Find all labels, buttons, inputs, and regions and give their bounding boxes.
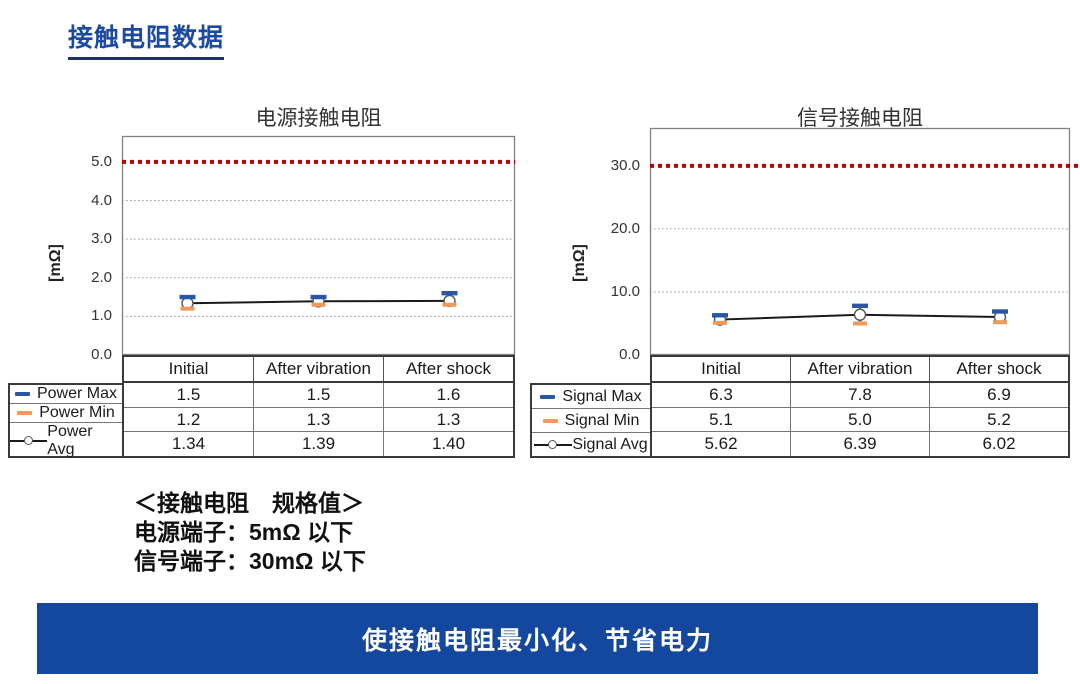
signal-max-marker — [992, 309, 1008, 314]
signal-category-header-row: Initial After vibration After shock — [650, 355, 1070, 383]
value-cell: 5.2 — [929, 407, 1068, 432]
spec-block: ＜接触电阻 规格值＞ 电源端子：5mΩ 以下 信号端子：30mΩ 以下 — [134, 489, 366, 576]
spec-signal-limit: 信号端子：30mΩ 以下 — [134, 548, 366, 574]
signal-min-marker — [713, 320, 727, 325]
signal-max-marker — [852, 303, 868, 309]
bottom-banner: 使接触电阻最小化、节省电力 — [37, 603, 1038, 674]
value-cell: 1.5 — [176, 384, 201, 404]
signal-legend-table: Signal Max Signal Min Signal Avg — [530, 383, 650, 458]
value-cell: 6.39 — [790, 432, 929, 457]
power-y-tick-label: 3.0 — [91, 230, 112, 248]
power-value-table: 1.5 1.5 1.6 1.2 1.3 1.3 1.34 1.39 1.40 — [122, 383, 515, 458]
legend-row-signal-avg: Signal Avg — [532, 432, 650, 456]
power-min-marker — [180, 306, 195, 311]
legend-row-power-min: Power Min — [10, 403, 122, 422]
signal-avg-icon — [534, 439, 573, 451]
power-chart-plot — [121, 135, 516, 356]
legend-row-power-max: Power Max — [10, 385, 122, 403]
avg-circle-marker — [24, 436, 33, 445]
spec-heading: ＜接触电阻 规格值＞ — [134, 490, 364, 516]
signal-y-tick-label: 10.0 — [610, 282, 640, 300]
category-header-cell: After vibration — [790, 357, 929, 381]
value-cell: 6.3 — [709, 384, 733, 404]
value-cell: 1.34 — [171, 434, 206, 454]
value-cell: 5.62 — [704, 434, 738, 454]
table-row-signal-min: 5.1 5.0 5.2 — [652, 406, 1068, 432]
legend-label: Power Max — [36, 385, 118, 402]
value-cell: 1.39 — [253, 432, 383, 457]
power-legend-table: Power Max Power Min Power Avg — [8, 383, 122, 458]
value-cell: 1.2 — [176, 409, 201, 429]
signal-y-axis-unit: [mΩ] — [571, 244, 588, 282]
power-max-marker — [310, 294, 327, 300]
power-max-icon — [14, 392, 30, 396]
avg-circle-marker — [548, 439, 558, 449]
power-y-tick-label: 4.0 — [91, 191, 112, 209]
power-max-marker — [441, 291, 458, 296]
legend-label: Power Avg — [47, 423, 93, 458]
legend-label: Signal Min — [564, 411, 640, 429]
signal-min-marker — [993, 320, 1007, 325]
power-max-marker — [179, 294, 196, 300]
legend-row-signal-max: Signal Max — [532, 385, 650, 408]
category-header-cell: Initial — [168, 359, 209, 378]
table-row-power-avg: 1.34 1.39 1.40 — [124, 431, 513, 457]
legend-row-power-avg: Power Avg — [10, 422, 122, 459]
power-y-tick-label: 1.0 — [91, 307, 112, 325]
power-avg-icon — [10, 435, 48, 447]
value-cell: 6.02 — [929, 432, 1068, 457]
signal-avg-marker — [853, 308, 867, 321]
page-title: 接触电阻数据 — [68, 18, 225, 60]
category-header-cell: Initial — [701, 359, 741, 378]
category-header-cell: After shock — [929, 357, 1068, 381]
table-row-power-min: 1.2 1.3 1.3 — [124, 406, 513, 432]
value-cell: 1.3 — [253, 407, 383, 432]
category-header-cell: After shock — [383, 357, 513, 381]
legend-label: Signal Avg — [572, 435, 648, 453]
legend-label: Signal Max — [562, 387, 642, 405]
legend-label: Power Min — [39, 404, 115, 421]
value-cell: 5.0 — [790, 407, 929, 432]
signal-y-tick-label: 20.0 — [610, 219, 640, 237]
signal-max-marker — [712, 313, 728, 318]
spec-power-limit: 电源端子：5mΩ 以下 — [134, 519, 354, 545]
signal-chart-title: 信号接触电阻 — [797, 107, 923, 130]
value-cell: 5.1 — [709, 409, 733, 429]
power-y-tick-label: 0.0 — [91, 346, 112, 363]
power-y-tick-label: 5.0 — [91, 152, 112, 170]
banner-text: 使接触电阻最小化、节省电力 — [361, 626, 713, 655]
power-chart-title: 电源接触电阻 — [255, 107, 382, 130]
table-row-signal-avg: 5.62 6.39 6.02 — [652, 431, 1068, 457]
power-min-icon — [17, 411, 33, 415]
table-row-power-max: 1.5 1.5 1.6 — [124, 383, 513, 407]
value-cell: 1.6 — [383, 383, 513, 407]
legend-row-signal-min: Signal Min — [532, 408, 650, 432]
value-cell: 1.40 — [383, 432, 513, 457]
signal-y-tick-label: 0.0 — [619, 346, 640, 363]
signal-chart-plot — [649, 127, 1080, 356]
value-cell: 7.8 — [790, 383, 929, 407]
power-y-tick-label: 2.0 — [91, 268, 112, 286]
signal-min-marker — [853, 321, 867, 326]
table-row-signal-max: 6.3 7.8 6.9 — [652, 383, 1068, 407]
power-min-marker — [442, 302, 457, 307]
signal-min-icon — [542, 418, 558, 423]
category-header-cell: After vibration — [253, 357, 383, 381]
signal-y-tick-label: 30.0 — [610, 156, 640, 174]
power-min-marker — [311, 302, 326, 307]
signal-value-table: 6.3 7.8 6.9 5.1 5.0 5.2 5.62 6.39 6.02 — [650, 383, 1070, 458]
signal-max-icon — [540, 394, 556, 399]
value-cell: 1.3 — [383, 407, 513, 432]
value-cell: 6.9 — [929, 383, 1068, 407]
value-cell: 1.5 — [253, 383, 383, 407]
power-category-header-row: Initial After vibration After shock — [122, 355, 515, 383]
